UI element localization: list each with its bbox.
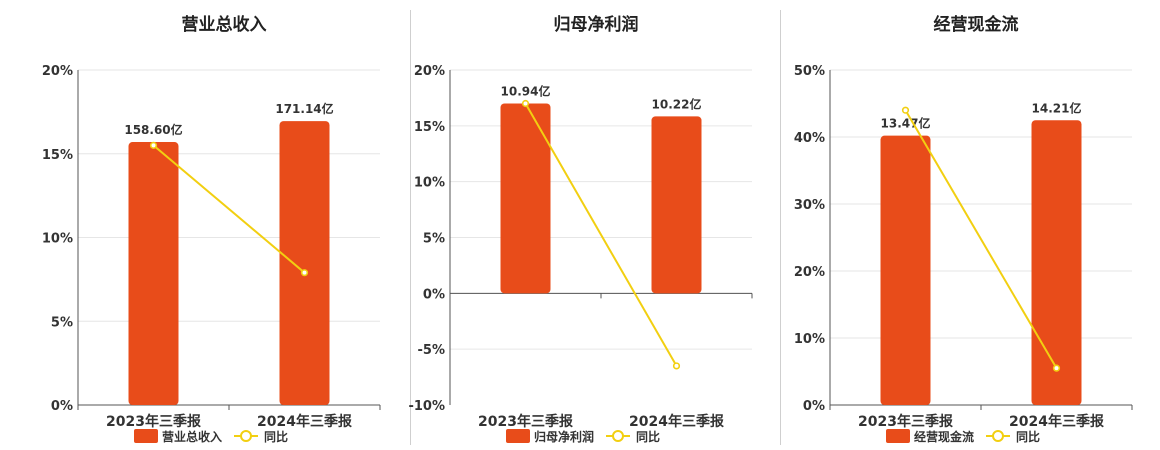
legend-line-label: 同比 (1016, 429, 1040, 444)
legend-bar-label: 归母净利润 (534, 429, 594, 444)
net-profit-chart: 归母净利润 -10% -5% 0% 5% 10% 15% 20% 10.94亿 10.22亿 202… (408, 14, 753, 444)
y-tick-label: 0% (51, 399, 73, 414)
y-tick-label: 10% (414, 176, 445, 191)
x-tick-label: 2024年三季报 (629, 413, 724, 430)
y-tick-label: 5% (51, 315, 73, 330)
yoy-line (152, 144, 306, 274)
y-tick-label: 15% (42, 148, 73, 163)
chart-title: 营业总收入 (182, 14, 267, 35)
yoy-point (1052, 364, 1061, 372)
cash-flow-chart: 经营现金流 0% 10% 20% 30% 40% 50% 13.47亿 14.21亿 2023年三… (794, 14, 1133, 444)
revenue-chart: 营业总收入 0% 5% 10% 15% 20% 158.60亿 171.14亿 2023年三季报… (42, 14, 381, 444)
bar (128, 142, 179, 405)
y-tick-label: 40% (794, 131, 825, 146)
bar-data-label: 158.60亿 (124, 122, 182, 137)
yoy-point (901, 106, 910, 114)
bar-data-label: 10.94亿 (501, 84, 551, 99)
bar (651, 116, 702, 294)
y-tick-label: 15% (414, 120, 445, 135)
chart-title: 经营现金流 (934, 14, 1019, 35)
bar (1031, 120, 1082, 405)
yoy-line (904, 109, 1058, 369)
yoy-point (521, 99, 530, 108)
y-tick-label: 20% (42, 64, 73, 79)
y-tick-label: -10% (408, 399, 445, 414)
yoy-point (672, 362, 681, 370)
bar-data-label: 10.22亿 (652, 96, 702, 111)
x-tick-label: 2024年三季报 (1009, 413, 1104, 430)
yoy-line (524, 103, 678, 367)
x-tick-label: 2023年三季报 (106, 413, 201, 430)
legend-bar-swatch (506, 429, 530, 443)
legend-bar-label: 经营现金流 (914, 429, 974, 444)
x-tick-label: 2023年三季报 (478, 413, 573, 430)
y-tick-label: 5% (423, 232, 445, 247)
legend-line-label: 同比 (264, 429, 288, 444)
y-tick-label: 20% (414, 64, 445, 79)
panel-divider (780, 10, 781, 445)
bar-data-label: 171.14亿 (275, 101, 333, 116)
bar (880, 135, 931, 405)
chart-panel-net-profit: 归母净利润 -10% -5% 0% 5% 10% 15% 20% 10.94亿 10.22亿 202… (372, 0, 772, 450)
y-tick-label: 10% (794, 332, 825, 347)
y-tick-label: 50% (794, 64, 825, 79)
y-tick-label: 20% (794, 265, 825, 280)
bar-data-label: 14.21亿 (1032, 100, 1082, 115)
yoy-point (149, 141, 158, 149)
panel-divider (410, 10, 411, 445)
yoy-point (300, 269, 309, 277)
legend-line-marker (612, 430, 624, 442)
legend-bar-swatch (886, 429, 910, 443)
y-tick-label: 30% (794, 198, 825, 213)
chart-panel-cash-flow: 经营现金流 0% 10% 20% 30% 40% 50% 13.47亿 14.21亿 2023年三… (752, 0, 1152, 450)
legend-bar-swatch (134, 429, 158, 443)
y-tick-label: 10% (42, 232, 73, 247)
y-tick-label: -5% (418, 343, 445, 358)
y-tick-label: 0% (423, 287, 445, 302)
chart-title: 归母净利润 (554, 14, 639, 35)
y-tick-label: 0% (803, 399, 825, 414)
bar (279, 121, 330, 406)
x-tick-label: 2023年三季报 (858, 413, 953, 430)
legend-line-marker (992, 430, 1004, 442)
legend-line-label: 同比 (636, 429, 660, 444)
bar (500, 103, 551, 294)
chart-panel-revenue: 营业总收入 0% 5% 10% 15% 20% 158.60亿 171.14亿 2023年三季报… (0, 0, 400, 450)
bar-data-label: 13.47亿 (881, 116, 931, 131)
legend-line-marker (240, 430, 252, 442)
x-tick-label: 2024年三季报 (257, 413, 352, 430)
legend-bar-label: 营业总收入 (162, 429, 222, 444)
